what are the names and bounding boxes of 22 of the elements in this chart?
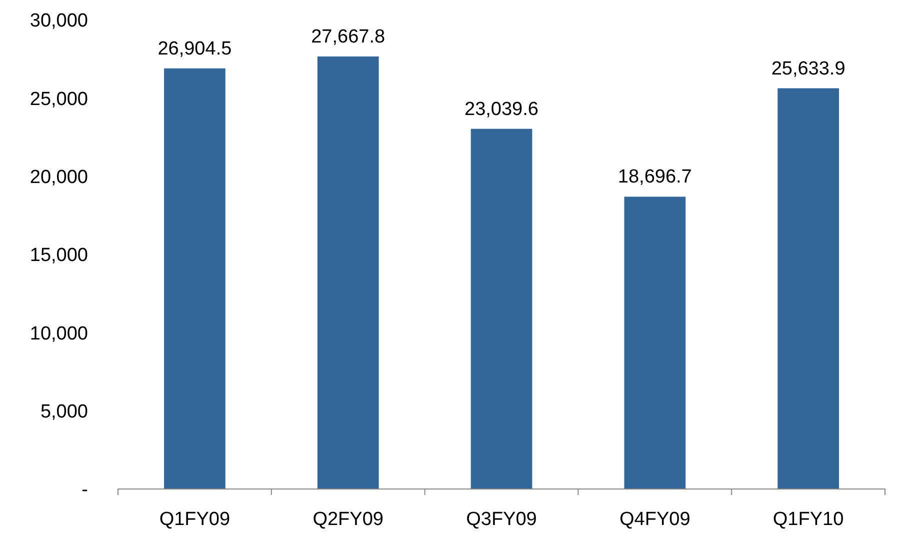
data-label: 26,904.5 [158,38,232,60]
y-tick-label: 20,000 [30,166,88,188]
y-tick-label: 5,000 [40,401,88,422]
data-label: 25,633.9 [771,58,846,80]
data-label: 18,696.7 [618,166,692,188]
bar [164,68,226,489]
x-tick-label: Q2FY09 [312,509,384,530]
bar [624,196,686,489]
bar [470,128,532,489]
x-tick-label: Q4FY09 [620,509,690,530]
x-tick-label: Q1FY09 [159,509,230,530]
y-tick-label: - [82,480,88,501]
y-tick-label: 10,000 [30,323,88,344]
data-label: 27,667.8 [311,26,386,48]
bar [778,88,839,489]
x-tick-label: Q1FY10 [772,509,844,530]
y-tick-label: 30,000 [30,10,88,32]
bar [317,56,379,489]
y-tick-label: 25,000 [30,88,88,110]
x-tick-label: Q3FY09 [466,509,537,530]
data-label: 23,039.6 [464,98,538,120]
y-tick-label: 15,000 [30,245,88,266]
